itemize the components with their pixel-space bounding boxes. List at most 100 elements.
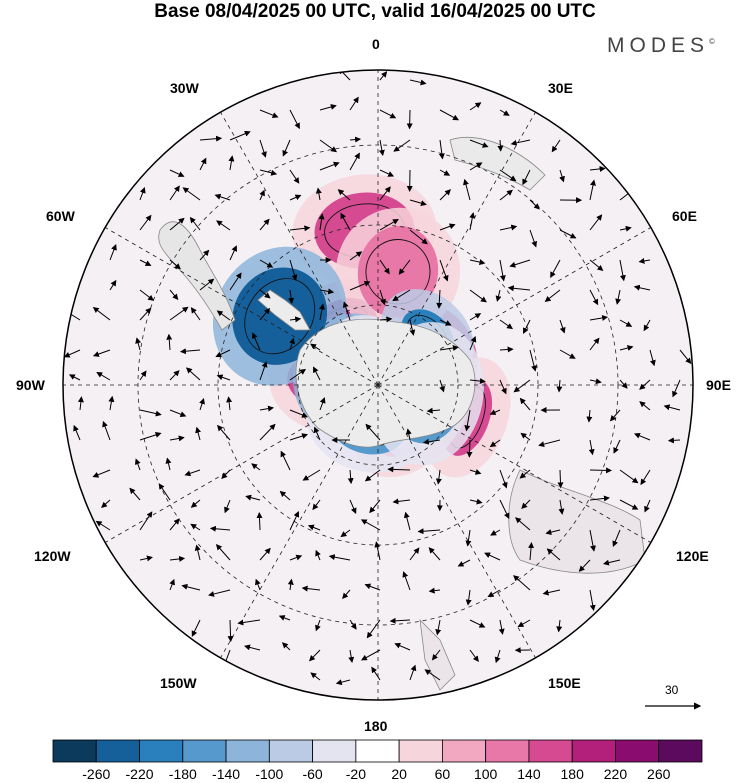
wind-arrow [289, 554, 303, 561]
wind-arrow [302, 469, 321, 481]
wind-arrow [469, 102, 482, 111]
wind-arrow [77, 396, 84, 411]
wind-arrow [214, 193, 231, 201]
wind-arrow [184, 469, 201, 477]
wind-arrow [342, 301, 351, 321]
wind-arrow [589, 214, 603, 231]
wind-arrow [289, 225, 311, 232]
colorbar-swatch [571, 739, 616, 763]
wind-arrow [398, 259, 411, 275]
colorbar-tick-label: 220 [603, 766, 628, 782]
lon-label-90e: 90E [706, 377, 731, 393]
wind-arrow [487, 589, 501, 598]
wind-arrow [169, 370, 180, 381]
wind-arrow [301, 585, 321, 592]
wind-arrow [282, 139, 291, 157]
wind-arrow [256, 511, 263, 531]
wind-arrow [633, 284, 651, 291]
wind-arrow [424, 669, 441, 681]
wind-arrow [190, 307, 201, 321]
wind-arrow [289, 368, 307, 381]
lon-label-90w: 90W [16, 377, 45, 393]
wind-arrow [139, 555, 153, 562]
wind-arrow [371, 666, 381, 681]
wind-arrow [96, 371, 111, 381]
wind-arrow [589, 337, 600, 351]
wind-arrow [280, 450, 291, 471]
wind-arrow [499, 346, 514, 353]
lon-label-30w: 30W [170, 80, 199, 96]
wind-arrow [319, 397, 326, 411]
wind-arrow [190, 523, 201, 531]
wind-arrow [319, 161, 340, 171]
wind-arrow [208, 589, 231, 597]
wind-arrow [287, 578, 294, 591]
wind-arrow [556, 379, 563, 393]
wind-arrow [426, 407, 441, 414]
wind-arrow [489, 409, 501, 415]
wind-arrow [609, 409, 621, 422]
wind-arrow [364, 583, 381, 591]
wind-arrow [139, 432, 162, 441]
wind-arrow [365, 423, 381, 441]
wind-arrow [199, 249, 210, 261]
wind-arrow [366, 619, 381, 639]
colorbar-tick-label: 60 [434, 766, 451, 782]
wind-arrow [469, 335, 477, 351]
wind-arrow [73, 424, 81, 441]
wind-arrow [319, 288, 335, 295]
colorbar-tick-label: -180 [168, 766, 197, 782]
wind-arrow [195, 426, 201, 441]
wind-arrow [559, 229, 577, 239]
wind-arrow [379, 218, 399, 231]
wind-arrow [185, 367, 201, 381]
wind-arrow [182, 187, 201, 201]
colorbar-tick-label: 20 [391, 766, 407, 782]
wind-arrow [439, 259, 449, 282]
wind-arrow [589, 589, 596, 612]
wind-arrow [313, 366, 321, 381]
wind-arrow [490, 529, 501, 536]
wind-arrow [379, 259, 390, 275]
wind-arrow [255, 578, 261, 591]
wind-arrow [498, 619, 505, 635]
colorbar-swatch [182, 739, 227, 763]
lon-label-150w: 150W [160, 675, 197, 691]
wind-arrow [619, 319, 633, 327]
wind-arrow [494, 649, 501, 664]
wind-arrow [226, 396, 233, 411]
wind-arrow [499, 169, 517, 182]
wind-arrow [589, 495, 610, 502]
wind-arrow [465, 589, 472, 606]
wind-arrow [465, 529, 472, 547]
wind-arrow [134, 458, 141, 471]
map-boundary [62, 69, 694, 701]
wind-arrow [215, 544, 231, 561]
wind-arrow [640, 469, 651, 486]
wind-arrow [643, 319, 651, 332]
wind-arrow [409, 664, 417, 681]
wind-arrow [612, 529, 621, 547]
wind-arrow [619, 379, 628, 389]
wind-arrow [221, 469, 231, 480]
wind-arrow [469, 313, 482, 321]
wind-arrow [109, 244, 117, 261]
wind-arrow [289, 194, 302, 201]
wind-arrow [556, 619, 563, 633]
wind-arrow [259, 547, 271, 561]
wind-arrow [469, 649, 479, 663]
wind-arrow [229, 130, 251, 141]
wind-arrow [463, 178, 471, 201]
wind-arrow [92, 306, 111, 321]
wind-arrow [589, 179, 596, 201]
wind-arrow [169, 518, 180, 531]
wind-arrow [328, 554, 351, 561]
wind-arrow [109, 279, 117, 291]
colorbar-tick-label: -260 [82, 766, 111, 782]
wind-arrow [229, 272, 242, 291]
wind-arrow [227, 619, 234, 643]
wind-arrow [360, 519, 381, 531]
wind-arrow [310, 672, 321, 681]
wind-arrow [224, 499, 231, 514]
